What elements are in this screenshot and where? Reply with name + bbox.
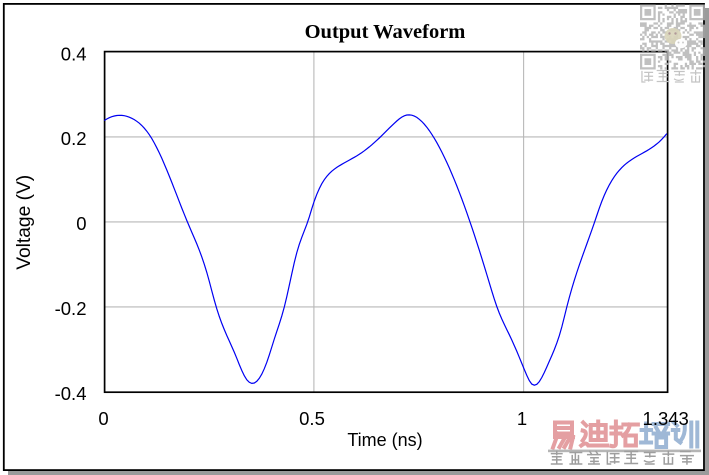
- svg-text:-0.2: -0.2: [55, 298, 87, 319]
- svg-text:0.5: 0.5: [299, 408, 325, 429]
- svg-text:1: 1: [517, 408, 527, 429]
- svg-text:Voltage (V): Voltage (V): [14, 175, 35, 270]
- svg-text:0: 0: [98, 408, 108, 429]
- svg-text:0.2: 0.2: [61, 128, 87, 149]
- svg-text:Time (ns): Time (ns): [347, 430, 422, 450]
- svg-text:0: 0: [76, 213, 86, 234]
- svg-text:-0.4: -0.4: [55, 383, 87, 404]
- svg-text:1.343: 1.343: [643, 408, 689, 429]
- svg-text:Output Waveform: Output Waveform: [305, 21, 466, 43]
- svg-text:0.4: 0.4: [61, 44, 87, 65]
